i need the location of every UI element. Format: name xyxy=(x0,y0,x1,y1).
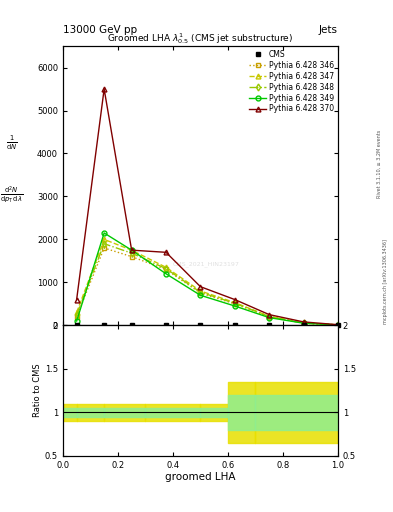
Pythia 6.428 348 xyxy=(198,289,203,295)
Text: 13000 GeV pp: 13000 GeV pp xyxy=(63,25,137,35)
Pythia 6.428 346 xyxy=(336,322,340,328)
Pythia 6.428 370 xyxy=(267,311,272,317)
Text: CMS_2021_HIN23197: CMS_2021_HIN23197 xyxy=(173,261,239,267)
CMS xyxy=(301,322,306,328)
Line: Pythia 6.428 347: Pythia 6.428 347 xyxy=(74,237,340,327)
Pythia 6.428 346 xyxy=(198,290,203,296)
Pythia 6.428 348 xyxy=(74,311,79,317)
Pythia 6.428 349 xyxy=(267,314,272,321)
Pythia 6.428 370 xyxy=(129,247,134,253)
CMS xyxy=(336,322,340,328)
Pythia 6.428 348 xyxy=(129,250,134,256)
CMS xyxy=(102,322,107,328)
Pythia 6.428 347 xyxy=(164,264,169,270)
Pythia 6.428 347 xyxy=(129,247,134,253)
Pythia 6.428 348 xyxy=(267,313,272,319)
Pythia 6.428 347 xyxy=(198,288,203,294)
Pythia 6.428 370 xyxy=(233,296,237,303)
Pythia 6.428 349 xyxy=(129,247,134,253)
Pythia 6.428 348 xyxy=(301,320,306,326)
Pythia 6.428 346 xyxy=(267,314,272,320)
CMS xyxy=(267,322,272,328)
Pythia 6.428 346 xyxy=(233,301,237,307)
Title: Groomed LHA $\lambda^{1}_{0.5}$ (CMS jet substructure): Groomed LHA $\lambda^{1}_{0.5}$ (CMS jet… xyxy=(107,31,294,46)
Text: $\frac{1}{\mathrm{d}N}$: $\frac{1}{\mathrm{d}N}$ xyxy=(6,134,18,153)
Pythia 6.428 349 xyxy=(74,318,79,324)
CMS xyxy=(74,322,79,328)
Line: Pythia 6.428 348: Pythia 6.428 348 xyxy=(74,241,340,327)
Pythia 6.428 370 xyxy=(102,86,107,92)
Y-axis label: Ratio to CMS: Ratio to CMS xyxy=(33,364,42,417)
Text: mcplots.cern.ch [arXiv:1306.3436]: mcplots.cern.ch [arXiv:1306.3436] xyxy=(383,239,387,324)
CMS xyxy=(129,322,134,328)
Pythia 6.428 347 xyxy=(336,322,340,328)
Pythia 6.428 348 xyxy=(233,300,237,306)
CMS xyxy=(233,322,237,328)
Pythia 6.428 370 xyxy=(336,322,340,328)
Pythia 6.428 347 xyxy=(74,309,79,315)
Pythia 6.428 347 xyxy=(267,313,272,319)
Pythia 6.428 347 xyxy=(301,320,306,326)
Line: Pythia 6.428 346: Pythia 6.428 346 xyxy=(74,246,340,327)
CMS xyxy=(198,322,203,328)
Pythia 6.428 346 xyxy=(129,253,134,260)
Pythia 6.428 349 xyxy=(233,303,237,309)
Pythia 6.428 348 xyxy=(336,322,340,328)
Pythia 6.428 370 xyxy=(198,284,203,290)
Pythia 6.428 346 xyxy=(102,245,107,251)
Pythia 6.428 349 xyxy=(301,320,306,326)
Pythia 6.428 346 xyxy=(74,314,79,320)
X-axis label: groomed LHA: groomed LHA xyxy=(165,472,236,482)
Text: Jets: Jets xyxy=(319,25,338,35)
Text: $\frac{\mathrm{d}^2N}{\mathrm{d}p_\mathrm{T}\,\mathrm{d}\lambda}$: $\frac{\mathrm{d}^2N}{\mathrm{d}p_\mathr… xyxy=(0,184,24,205)
Text: Rivet 3.1.10, ≥ 3.2M events: Rivet 3.1.10, ≥ 3.2M events xyxy=(377,130,382,198)
Pythia 6.428 349 xyxy=(336,322,340,328)
CMS xyxy=(164,322,169,328)
Pythia 6.428 349 xyxy=(164,271,169,277)
Pythia 6.428 370 xyxy=(301,319,306,325)
Pythia 6.428 349 xyxy=(198,292,203,298)
Legend: CMS, Pythia 6.428 346, Pythia 6.428 347, Pythia 6.428 348, Pythia 6.428 349, Pyt: CMS, Pythia 6.428 346, Pythia 6.428 347,… xyxy=(247,48,336,116)
Line: Pythia 6.428 370: Pythia 6.428 370 xyxy=(74,87,340,327)
Pythia 6.428 370 xyxy=(74,296,79,303)
Pythia 6.428 349 xyxy=(102,230,107,236)
Pythia 6.428 346 xyxy=(301,320,306,326)
Line: CMS: CMS xyxy=(74,323,340,328)
Pythia 6.428 348 xyxy=(102,241,107,247)
Pythia 6.428 346 xyxy=(164,266,169,272)
Pythia 6.428 347 xyxy=(102,237,107,243)
Pythia 6.428 347 xyxy=(233,300,237,306)
Pythia 6.428 348 xyxy=(164,266,169,272)
Pythia 6.428 370 xyxy=(164,249,169,255)
Line: Pythia 6.428 349: Pythia 6.428 349 xyxy=(74,230,340,327)
